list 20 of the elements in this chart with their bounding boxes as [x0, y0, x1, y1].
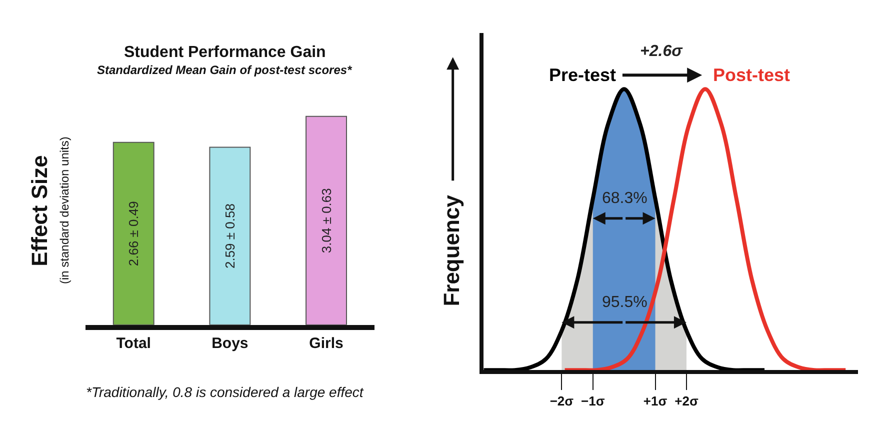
chart-subtitle: Standardized Mean Gain of post-test scores*: [97, 63, 354, 77]
x-tick-label: Total: [116, 334, 151, 352]
data-label: 3.04 ± 0.63: [318, 188, 334, 254]
x-tick-label: −2σ: [550, 394, 574, 409]
text: +2.6σ: [640, 43, 684, 60]
series-label: Post-test: [713, 65, 790, 85]
annotation: 95.5%: [602, 294, 648, 311]
chart-title: Student Performance Gain: [124, 44, 326, 61]
y-axis-title: Frequency: [438, 194, 464, 306]
series-label: Pre-test: [549, 65, 616, 85]
data-label: 2.59 ± 0.58: [222, 204, 238, 269]
text: *Traditionally, 0.8 is considered a large effect: [86, 384, 364, 400]
x-tick-label: +2σ: [674, 394, 698, 409]
data-label: 2.66 ± 0.49: [126, 201, 142, 266]
x-tick-label: −1σ: [581, 394, 605, 409]
x-tick-label: Girls: [309, 334, 344, 352]
y-axis-title: Effect Size (in standard deviation units): [26, 136, 72, 284]
x-tick-label: +1σ: [643, 394, 668, 409]
x-tick-label: Boys: [212, 334, 248, 352]
annotation: 68.3%: [602, 190, 648, 207]
